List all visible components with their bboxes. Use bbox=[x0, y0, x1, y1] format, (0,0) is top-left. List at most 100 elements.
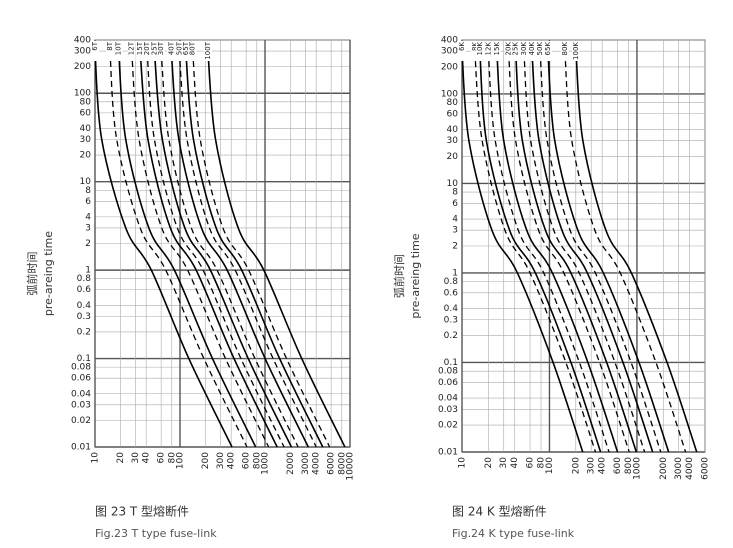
y-tick-label: 0.01 bbox=[438, 448, 458, 458]
y-tick-label: 0.2 bbox=[77, 327, 91, 337]
x-tick-label: 2000 bbox=[286, 452, 296, 475]
y-tick-label: 300 bbox=[74, 47, 91, 57]
y-tick-label: 30 bbox=[447, 136, 459, 146]
curve-label: 6T bbox=[91, 41, 99, 50]
curve bbox=[131, 50, 270, 448]
y-axis-label-cn: 弧前时间 bbox=[392, 254, 406, 298]
label-bg bbox=[475, 41, 484, 61]
x-tick-label: 10 bbox=[91, 452, 101, 464]
y-tick-label: 8 bbox=[452, 188, 458, 198]
y-tick-label: 80 bbox=[447, 98, 459, 108]
curve bbox=[184, 50, 324, 448]
x-tick-label: 6000 bbox=[701, 457, 711, 480]
x-tick-label: 400 bbox=[227, 452, 237, 469]
x-tick-label: 60 bbox=[157, 452, 167, 464]
y-tick-label: 0.6 bbox=[444, 288, 459, 298]
y-tick-label: 0.4 bbox=[444, 304, 459, 314]
y-tick-label: 2 bbox=[85, 239, 91, 249]
x-tick-label: 200 bbox=[201, 452, 211, 469]
curve bbox=[547, 51, 670, 453]
label-bg bbox=[571, 41, 580, 61]
curve-label: 10K bbox=[476, 42, 484, 56]
y-tick-label: 2 bbox=[452, 242, 458, 252]
label-bg bbox=[175, 41, 184, 61]
curve-label: 30K bbox=[520, 42, 528, 56]
caption-cn: 图 23 T 型熔断件 bbox=[95, 504, 189, 519]
x-tick-label: 80 bbox=[167, 452, 177, 464]
curve-label: 65K bbox=[544, 42, 552, 56]
curve-label: 8K bbox=[471, 42, 479, 51]
curve bbox=[109, 51, 248, 448]
x-tick-label: 4000 bbox=[312, 452, 322, 475]
curve-label: 80K bbox=[561, 42, 569, 56]
curve bbox=[487, 51, 610, 453]
y-tick-label: 60 bbox=[80, 108, 92, 118]
y-axis-label-cn: 弧前时间 bbox=[25, 252, 39, 296]
label-bg bbox=[470, 41, 479, 61]
x-tick-label: 200 bbox=[571, 457, 581, 474]
curve-label: 50K bbox=[536, 42, 544, 56]
x-tick-label: 1000 bbox=[632, 457, 642, 480]
x-tick-label: 600 bbox=[242, 452, 252, 469]
curve-label: 15K bbox=[493, 42, 501, 56]
x-tick-label: 40 bbox=[510, 457, 520, 469]
y-tick-label: 400 bbox=[74, 36, 91, 46]
curve bbox=[192, 50, 331, 448]
curve bbox=[153, 50, 293, 448]
curve-label: 40T bbox=[167, 41, 175, 55]
y-tick-label: 10 bbox=[80, 177, 92, 187]
label-bg bbox=[484, 41, 493, 61]
curve-label: 25K bbox=[512, 42, 520, 56]
label-bg bbox=[143, 41, 152, 61]
curve bbox=[496, 51, 619, 453]
curve-label: 12K bbox=[484, 42, 492, 56]
x-tick-label: 800 bbox=[252, 452, 262, 469]
y-tick-label: 200 bbox=[74, 62, 91, 72]
label-bg bbox=[519, 41, 528, 61]
x-tick-label: 300 bbox=[587, 457, 597, 474]
curve bbox=[507, 51, 630, 453]
x-tick-label: 60 bbox=[526, 457, 536, 469]
curve-label: 100K bbox=[572, 42, 580, 60]
y-tick-label: 200 bbox=[441, 62, 458, 72]
curve-label: 25T bbox=[150, 41, 158, 55]
y-tick-label: 3 bbox=[85, 223, 91, 233]
y-tick-label: 300 bbox=[441, 47, 458, 57]
y-tick-label: 20 bbox=[447, 152, 459, 162]
curve-label: 50T bbox=[175, 41, 183, 55]
x-tick-label: 2000 bbox=[659, 457, 669, 480]
curve bbox=[139, 50, 278, 448]
x-tick-label: 100 bbox=[176, 452, 186, 469]
curve-label: 100T bbox=[204, 41, 212, 59]
y-tick-label: 0.3 bbox=[77, 312, 91, 322]
x-tick-label: 40 bbox=[142, 452, 152, 464]
y-tick-label: 100 bbox=[441, 89, 458, 99]
curve bbox=[146, 50, 285, 448]
y-tick-label: 60 bbox=[447, 109, 459, 119]
y-tick-label: 0.1 bbox=[444, 358, 458, 368]
curve bbox=[461, 51, 584, 453]
y-tick-label: 0.04 bbox=[71, 389, 91, 399]
x-tick-label: 8000 bbox=[337, 452, 347, 475]
x-tick-label: 4000 bbox=[685, 457, 695, 480]
curve bbox=[531, 51, 654, 453]
y-tick-label: 10 bbox=[447, 179, 459, 189]
x-tick-label: 30 bbox=[131, 452, 141, 464]
curve bbox=[94, 50, 233, 448]
label-bg bbox=[527, 41, 536, 61]
x-tick-label: 10 bbox=[458, 457, 468, 469]
curve bbox=[564, 51, 687, 453]
caption-en: Fig.24 K type fuse-link bbox=[452, 527, 575, 540]
y-tick-label: 3 bbox=[452, 226, 458, 236]
label-bg bbox=[543, 41, 552, 61]
y-tick-label: 6 bbox=[452, 199, 458, 209]
curve-label: 15T bbox=[136, 41, 144, 55]
curve bbox=[523, 51, 646, 453]
y-tick-label: 0.02 bbox=[438, 421, 458, 431]
curve-label: 20K bbox=[504, 42, 512, 56]
curve-label: 80T bbox=[189, 41, 197, 55]
curve-label: 30T bbox=[157, 41, 165, 55]
label-bg bbox=[181, 41, 190, 61]
y-tick-label: 1 bbox=[85, 266, 91, 276]
